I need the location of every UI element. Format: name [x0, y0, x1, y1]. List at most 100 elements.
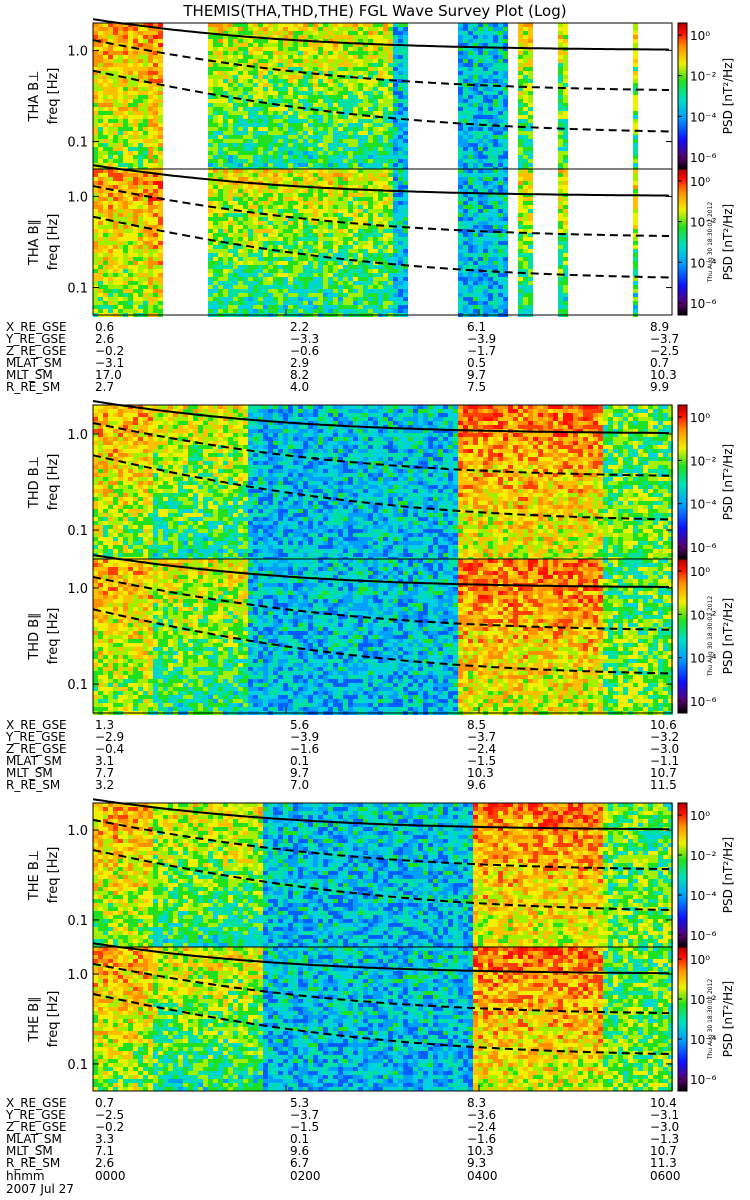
- freq-axis-label: freq [Hz]: [46, 214, 61, 271]
- colorbar-tick-label: 10⁻⁶: [690, 297, 717, 311]
- ephemeris-value: 0.5: [467, 356, 486, 370]
- ephemeris-value: −3.7: [290, 1108, 319, 1122]
- freq-axis-label: freq [Hz]: [46, 608, 61, 665]
- ephemeris-value: 10.3: [650, 368, 677, 382]
- panel-ylabel: THA B∥: [27, 219, 42, 266]
- freq-tick-label: 0.1: [67, 678, 88, 693]
- freq-tick-label: 1.0: [67, 428, 88, 443]
- time-tick-label: 0600: [650, 1169, 681, 1183]
- colorbar: 10⁰ 10⁻² 10⁻⁴ 10⁻⁶ PSD [nT²/Hz] Thu Aug 30 18…: [677, 558, 735, 714]
- freq-axis-label: freq [Hz]: [46, 847, 61, 904]
- ephemeris-value: −1.5: [290, 1120, 319, 1134]
- ephemeris-value: 6.1: [467, 320, 486, 334]
- ephemeris-table: X_RE_GSE 0.6 2.2 6.1 8.9Y_RE_GSE 2.6 −3.3 −3.9−…: [5, 320, 679, 394]
- ephemeris-value: 7.7: [95, 766, 114, 780]
- figure-title: THEMIS(THA,THD,THE) FGL Wave Survey Plot…: [182, 2, 566, 20]
- freq-tick-label: 1.0: [67, 968, 88, 983]
- probe-group-thd: 1.0 0.1 THD B⊥ freq [Hz] 10⁰ 10⁻² 10⁻⁴ 10⁻⁶ PSD …: [5, 400, 735, 792]
- timestamp: Thu Aug 30 18:30:02 2012: [707, 202, 714, 284]
- panel-ylabel: THE B⊥: [27, 850, 42, 901]
- spectrogram-panel: 1.0 0.1 THE B⊥ freq [Hz]: [27, 798, 673, 948]
- ephemeris-row-label: R_RE_SM: [6, 1156, 60, 1170]
- ephemeris-value: 0.7: [95, 1096, 114, 1110]
- ephemeris-value: 8.3: [467, 1096, 486, 1110]
- ephemeris-value: −1.7: [467, 344, 496, 358]
- ephemeris-value: 11.3: [650, 1156, 677, 1170]
- time-tick-label: 0400: [467, 1169, 498, 1183]
- ephemeris-row-label: X_RE_GSE: [6, 1096, 67, 1110]
- ephemeris-value: 17.0: [95, 368, 122, 382]
- time-tick-label: 0200: [290, 1169, 321, 1183]
- panel-ylabel: THD B∥: [27, 612, 42, 660]
- ephemeris-value: −2.5: [95, 1108, 124, 1122]
- ephemeris-value: 7.0: [290, 778, 309, 792]
- date-label: 2007 Jul 27: [6, 1182, 74, 1196]
- colorbar-label: PSD [nT²/Hz]: [721, 981, 735, 1057]
- colorbar-tick-label: 10⁻⁶: [690, 541, 717, 555]
- ephemeris-table: X_RE_GSE 1.3 5.6 8.5 10.6 Y_RE_GSE −2.9 −3.9 −3.…: [5, 718, 679, 792]
- probe-group-tha: 1.0 0.1 THA B⊥ freq [Hz] 10⁰ 10⁻² 10⁻⁴ 10⁻⁶ PSD …: [5, 18, 735, 394]
- timestamp: Thu Aug 30 18:30:02 2012: [707, 596, 714, 678]
- freq-axis-label: freq [Hz]: [46, 68, 61, 125]
- ephemeris-value: −1.1: [650, 754, 679, 768]
- freq-axis-label: freq [Hz]: [46, 454, 61, 511]
- ephemeris-value: 1.3: [95, 718, 114, 732]
- ephemeris-row-label: R_RE_SM: [6, 380, 60, 394]
- colorbar-tick-label: 10⁰: [690, 175, 710, 189]
- colorbar-label: PSD [nT²/Hz]: [721, 837, 735, 913]
- panel-frame: [92, 946, 673, 1092]
- freq-tick-label: 0.1: [67, 1058, 88, 1073]
- ephemeris-value: 4.0: [290, 380, 309, 394]
- ephemeris-row-label: R_RE_SM: [6, 778, 60, 792]
- ephemeris-row-label: MLT_SM: [6, 1144, 53, 1158]
- panel-ylabel: THE B∥: [27, 996, 42, 1042]
- ephemeris-value: −2.9: [95, 730, 124, 744]
- ephemeris-value: 2.6: [95, 1156, 114, 1170]
- colorbar-tick-label: 10⁻²: [690, 993, 717, 1007]
- colorbar-tick-label: 10⁰: [690, 29, 710, 43]
- colorbar-tick-label: 10⁰: [690, 953, 710, 967]
- spectrogram-panel: 1.0 0.1 THA B∥ freq [Hz]: [27, 164, 673, 317]
- ephemeris-value: 9.7: [290, 766, 309, 780]
- ephemeris-value: −2.4: [467, 742, 496, 756]
- colorbar-tick-label: 10⁻⁴: [690, 256, 717, 270]
- ephemeris-value: 10.7: [650, 1144, 677, 1158]
- freq-tick-label: 1.0: [67, 190, 88, 205]
- ephemeris-value: 10.3: [467, 766, 494, 780]
- panel-frame: [92, 168, 673, 316]
- ephemeris-value: 0.6: [95, 320, 114, 334]
- ephemeris-value: 0.1: [290, 754, 309, 768]
- ephemeris-value: 3.3: [95, 1132, 114, 1146]
- colorbar-tick-label: 10⁻²: [690, 70, 717, 84]
- colorbar-tick-label: 10⁻²: [690, 608, 717, 622]
- spectrogram-panel: 1.0 0.1 THE B∥ freq [Hz]: [27, 942, 673, 1092]
- colorbar: 10⁰ 10⁻² 10⁻⁴ 10⁻⁶ PSD [nT²/Hz]: [677, 404, 735, 560]
- ephemeris-value: 8.9: [650, 320, 669, 334]
- ephemeris-value: 9.6: [290, 1144, 309, 1158]
- panel-frame: [92, 558, 673, 714]
- ephemeris-value: 10.4: [650, 1096, 677, 1110]
- colorbar-tick-label: 10⁻²: [690, 216, 717, 230]
- ephemeris-value: −3.7: [650, 332, 679, 346]
- ephemeris-value: 0.7: [650, 356, 669, 370]
- colorbar-tick-label: 10⁻²: [690, 849, 717, 863]
- ephemeris-row-label: Z_RE_GSE: [6, 344, 67, 358]
- ephemeris-value: 9.6: [467, 778, 486, 792]
- ephemeris-value: 5.3: [290, 1096, 309, 1110]
- ephemeris-row-label: Z_RE_GSE: [6, 742, 67, 756]
- ephemeris-value: 6.7: [290, 1156, 309, 1170]
- ephemeris-value: 7.5: [467, 380, 486, 394]
- freq-tick-label: 0.1: [67, 914, 88, 929]
- ephemeris-value: −3.1: [650, 1108, 679, 1122]
- ephemeris-value: 9.9: [650, 380, 669, 394]
- colorbar-tick-label: 10⁻⁶: [690, 1073, 717, 1087]
- colorbar-tick-label: 10⁻⁴: [690, 498, 717, 512]
- freq-axis-label: freq [Hz]: [46, 991, 61, 1048]
- ephemeris-value: 9.3: [467, 1156, 486, 1170]
- colorbar: 10⁰ 10⁻² 10⁻⁴ 10⁻⁶ PSD [nT²/Hz] Thu Aug 30 18…: [677, 946, 735, 1092]
- ephemeris-row-label: MLT_SM: [6, 766, 53, 780]
- colorbar-tick-label: 10⁻⁴: [690, 652, 717, 666]
- time-axis: hhmm 0000 0200 0400 0600 2007 Jul 27: [6, 1169, 681, 1196]
- colorbar-tick-label: 10⁻²: [690, 454, 717, 468]
- ephemeris-value: −2.5: [650, 344, 679, 358]
